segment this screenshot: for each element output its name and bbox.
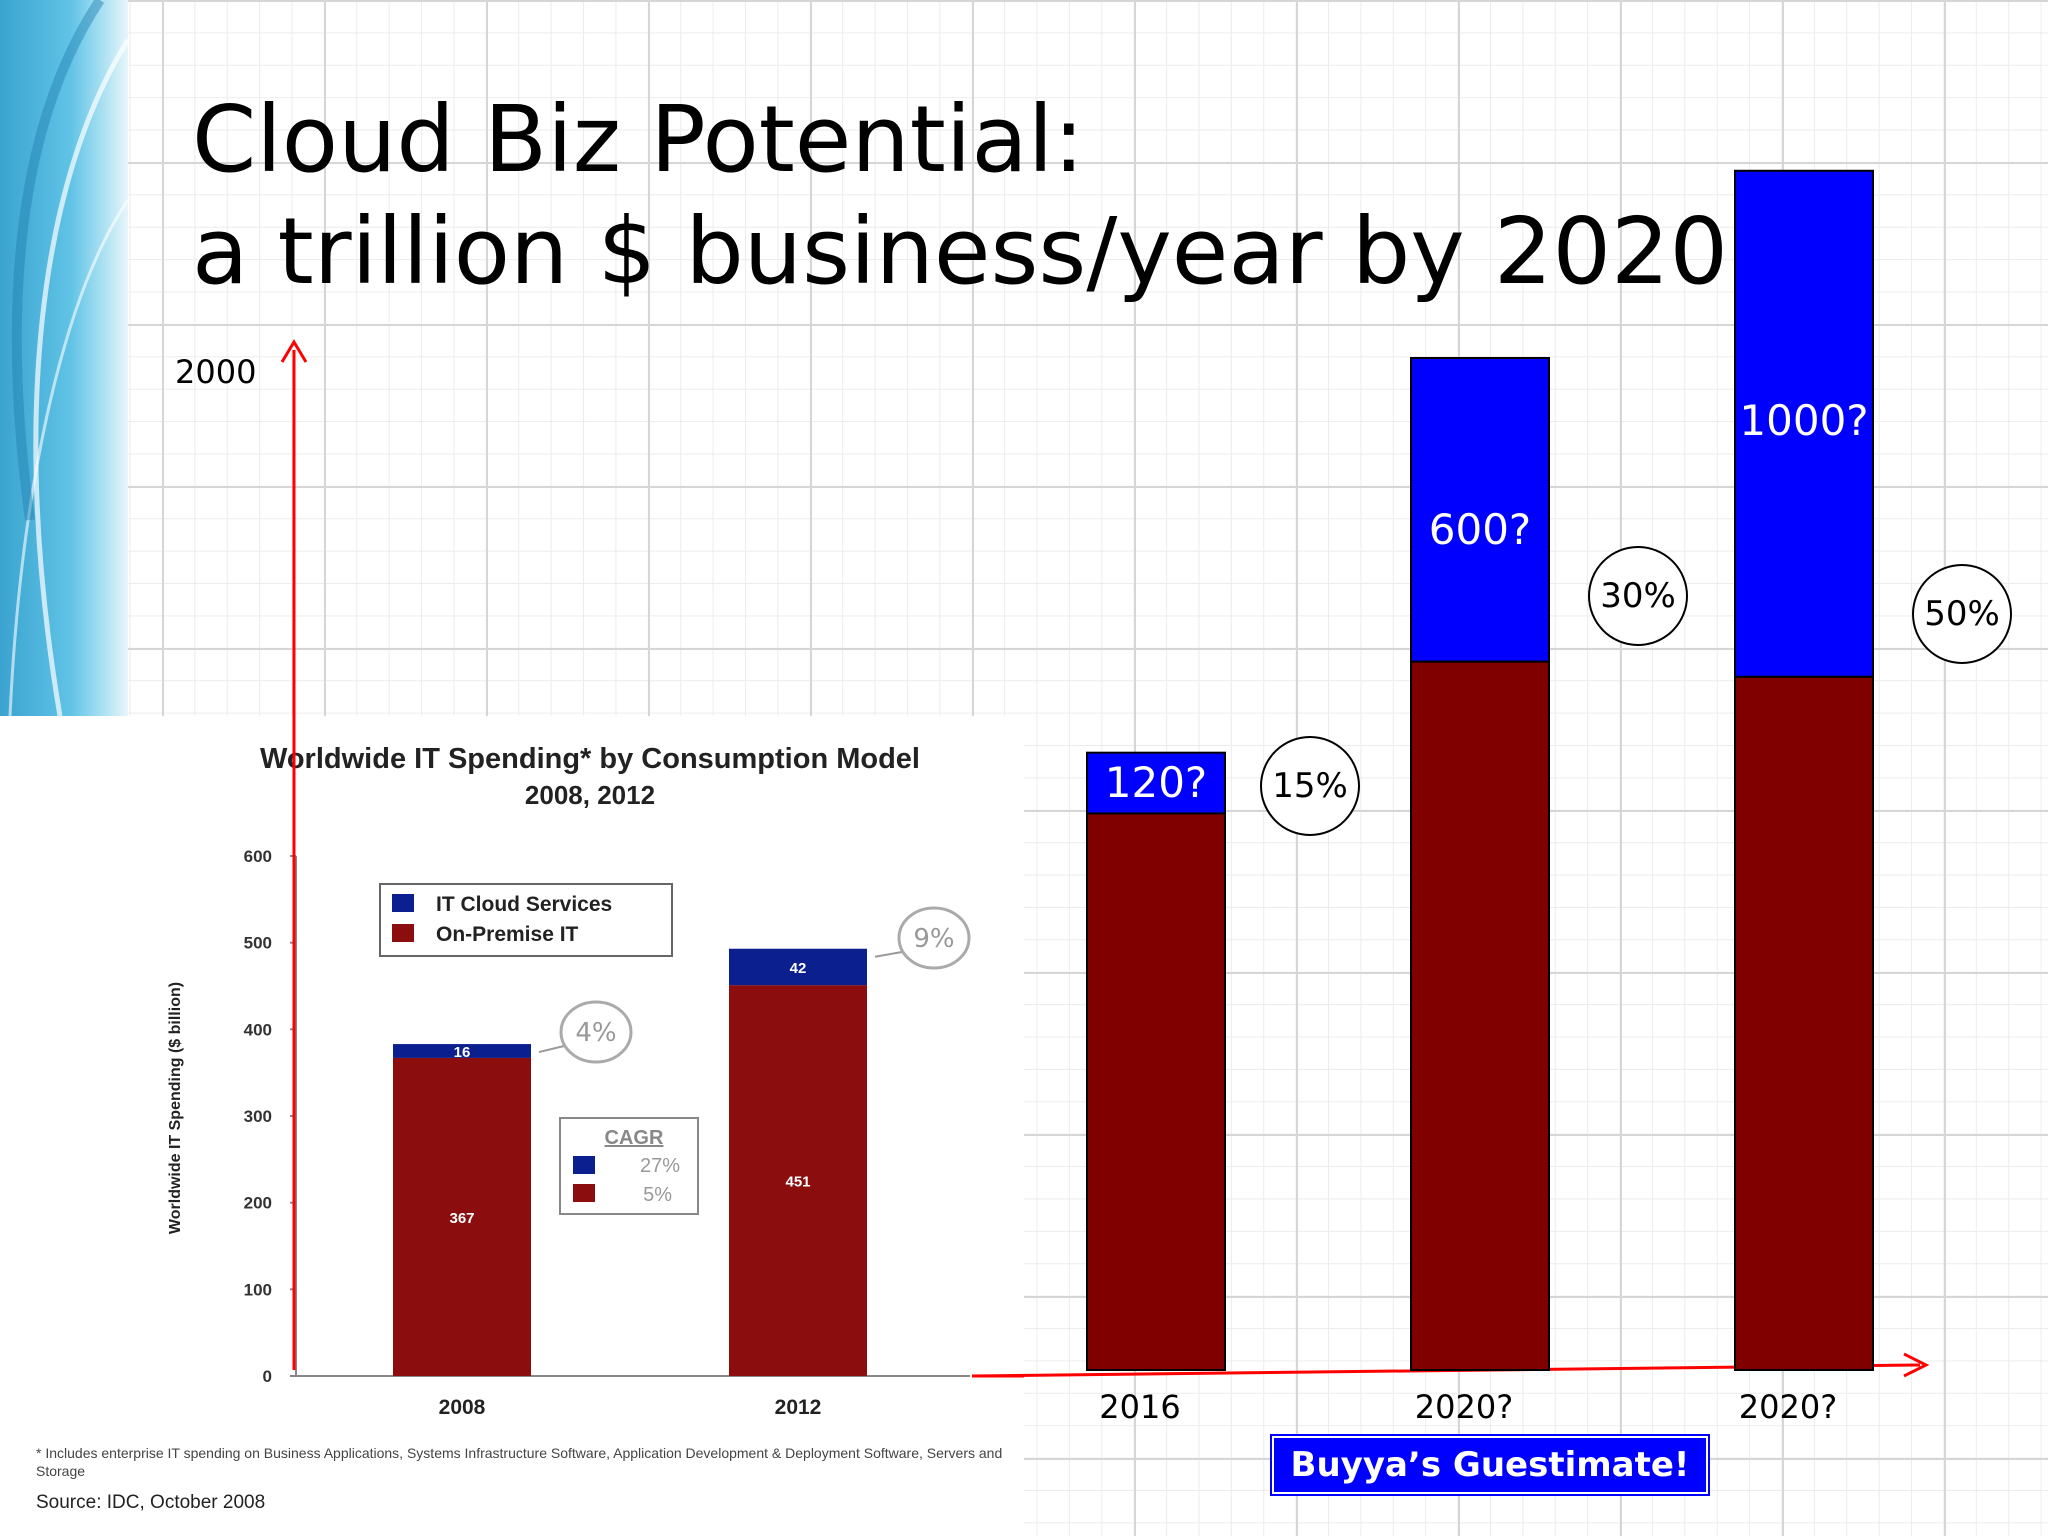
bar-cloud-segment [1410, 357, 1550, 663]
share-bubble: 15% [1260, 736, 1360, 836]
inset-y-tick-label: 400 [244, 1020, 272, 1039]
inset-bubble-pointer [538, 1045, 565, 1054]
inset-bar-on-premise [729, 985, 867, 1376]
inset-y-tick-label: 0 [263, 1367, 272, 1386]
bar-base-segment [1410, 660, 1550, 1371]
cagr-value-on-premise: 5% [643, 1184, 672, 1206]
inset-x-tick-label: 2008 [439, 1396, 486, 1419]
inset-y-tick-label: 200 [244, 1194, 272, 1213]
inset-bar-cloud [729, 948, 867, 986]
legend-label-cloud: IT Cloud Services [436, 893, 612, 916]
inset-source: Source: IDC, October 2008 [36, 1492, 266, 1513]
inset-chart-svg: Worldwide IT Spending* by Consumption Mo… [167, 716, 1024, 1419]
cagr-swatch-cloud [573, 1156, 595, 1174]
slide-title: Cloud Biz Potential: a trillion $ busine… [192, 84, 1777, 308]
legend-swatch-cloud [392, 894, 414, 912]
decorative-side-band [0, 0, 128, 716]
legend-swatch-on-premise [392, 924, 414, 942]
inset-value-label: 42 [790, 960, 807, 977]
swoosh-decoration [8, 0, 128, 716]
inset-y-tick-label: 100 [244, 1280, 272, 1299]
inset-y-tick-label: 300 [244, 1107, 272, 1126]
inset-chart-subtitle: 2008, 2012 [525, 780, 655, 810]
inset-bar-cloud [393, 1044, 531, 1058]
inset-value-label: 451 [785, 1174, 810, 1191]
inset-legend: IT Cloud Services On-Premise IT [379, 883, 673, 957]
bar-cloud-value-label: 600? [1429, 505, 1531, 554]
inset-y-axis-label: Worldwide IT Spending ($ billion) [167, 982, 184, 1234]
inset-value-label: 367 [449, 1210, 474, 1227]
y-axis-arrowhead [280, 339, 308, 363]
idc-inset-chart: Worldwide IT Spending* by Consumption Mo… [0, 716, 1024, 1536]
bar-cloud-segment [1086, 751, 1226, 815]
bar-cloud-value-label: 120? [1105, 758, 1207, 807]
guestimate-label: Buyya’s Guestimate! [1270, 1434, 1710, 1496]
inset-cagr-box: CAGR 27% 5% [559, 1117, 699, 1215]
inset-value-label: 16 [454, 1044, 471, 1061]
inset-share-bubble [897, 906, 971, 970]
inset-bar-on-premise [393, 1057, 531, 1376]
x-axis-arrowhead [1903, 1352, 1930, 1378]
bar-base-segment [1734, 675, 1874, 1371]
legend-label-on-premise: On-Premise IT [436, 923, 579, 946]
inset-y-tick-label: 600 [244, 847, 272, 866]
inset-bubble-pointer [874, 951, 903, 958]
share-bubble: 50% [1912, 564, 2012, 664]
cagr-swatch-on-premise [573, 1184, 595, 1202]
main-x-tick-label: 2016 [1099, 1388, 1180, 1426]
inset-x-tick-label: 2012 [775, 1396, 822, 1419]
inset-share-label: 9% [913, 924, 954, 954]
title-line-2: a trillion $ business/year by 2020? [192, 198, 1777, 305]
share-bubble: 30% [1588, 546, 1688, 646]
cagr-title: CAGR [605, 1127, 664, 1149]
bar-base-segment [1086, 812, 1226, 1371]
inset-footnote: * Includes enterprise IT spending on Bus… [36, 1445, 1003, 1479]
bar-cloud-segment [1734, 169, 1874, 678]
title-line-1: Cloud Biz Potential: [192, 86, 1085, 193]
inset-share-bubble [559, 1000, 633, 1064]
inset-plot-area: 0 100 200 300 400 500 600 367 16 2008 4% 451 42 2012 9… [244, 716, 1024, 1419]
bar-cloud-value-label: 1000? [1739, 396, 1868, 445]
main-x-tick-label: 2020? [1739, 1388, 1837, 1426]
cagr-value-cloud: 27% [640, 1155, 680, 1177]
main-y-tick-label: 2000 [175, 353, 256, 391]
inset-chart-title: Worldwide IT Spending* by Consumption Mo… [260, 743, 920, 775]
inset-y-tick-label: 500 [244, 934, 272, 953]
inset-share-label: 4% [575, 1018, 616, 1048]
main-x-tick-label: 2020? [1415, 1388, 1513, 1426]
main-bars: 120? 2016 600? 2020? 1000? 2020? [1086, 169, 1874, 1426]
